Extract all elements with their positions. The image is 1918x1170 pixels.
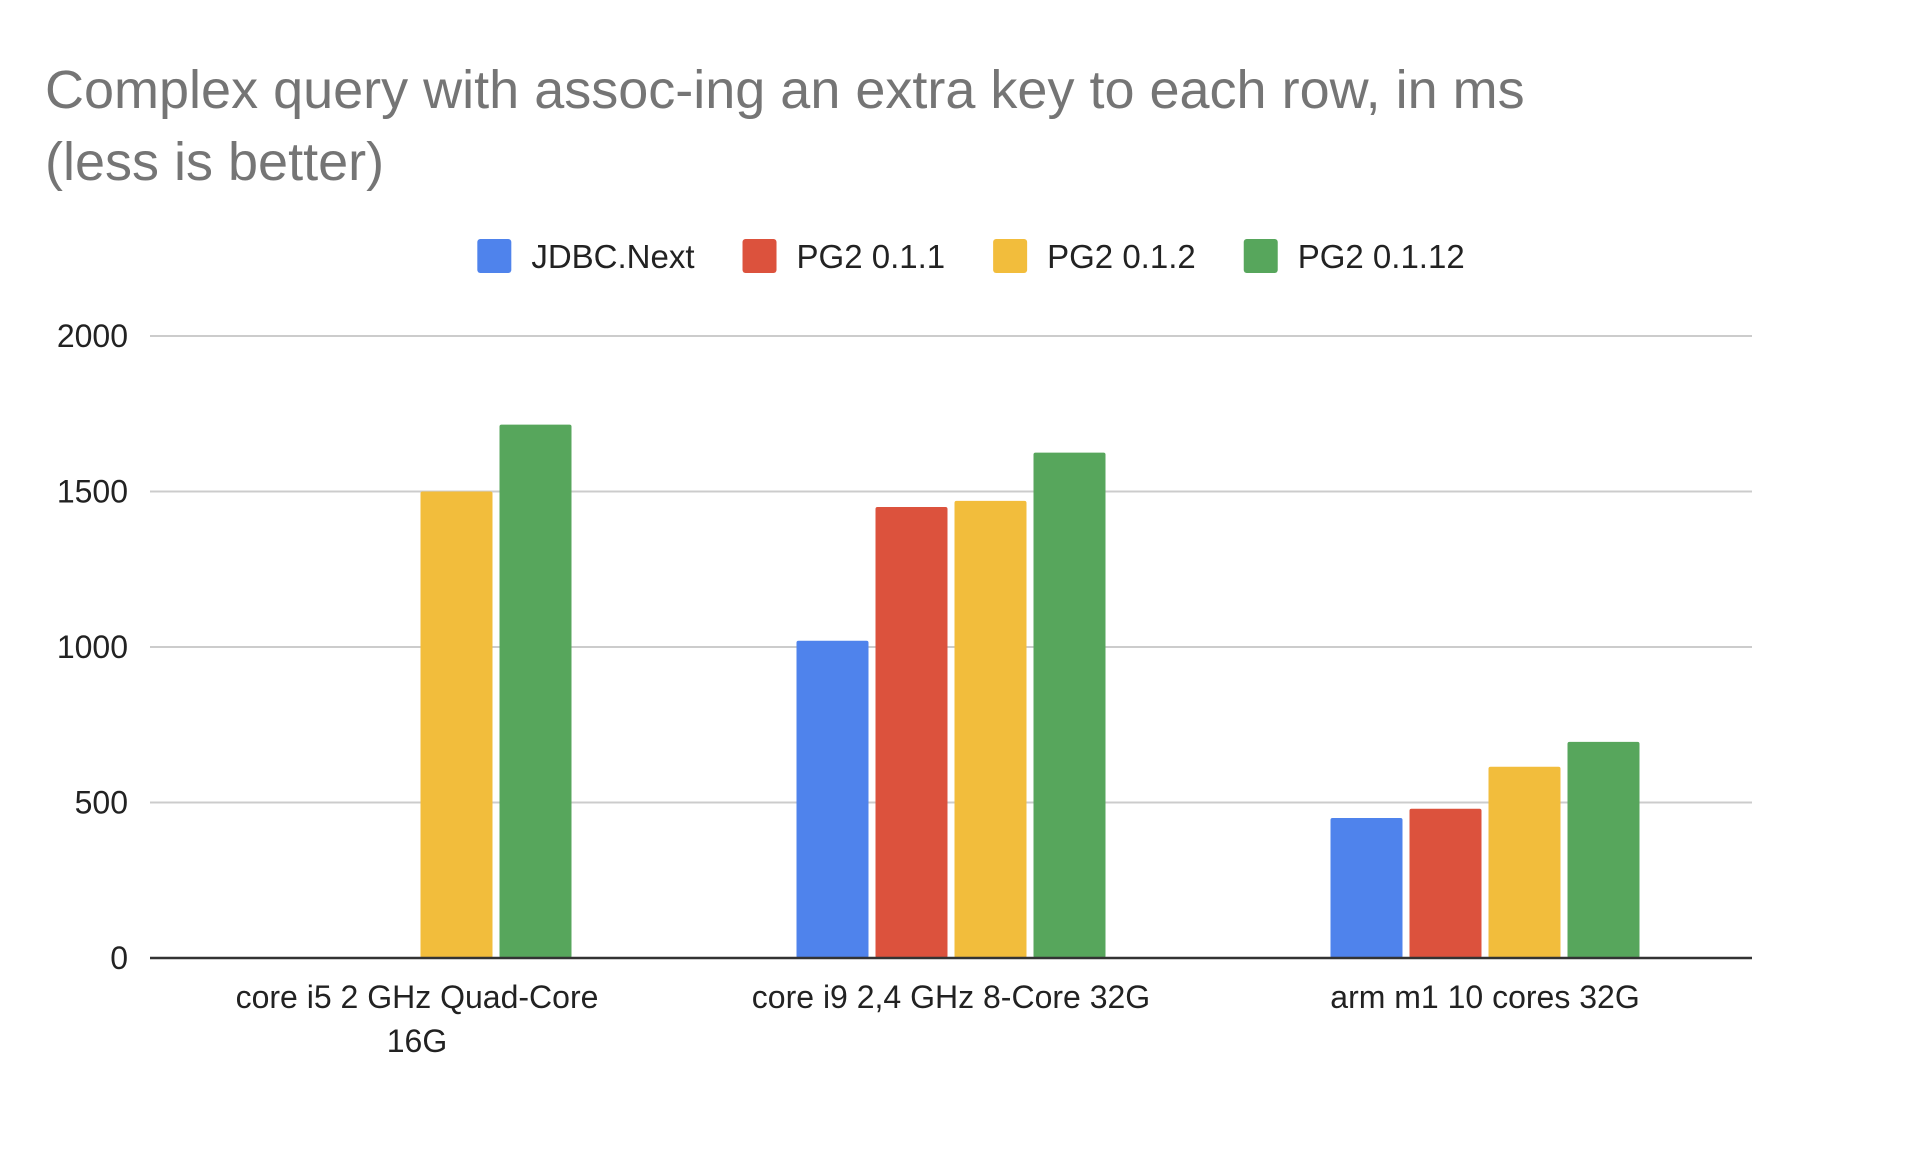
y-tick-label: 2000	[57, 318, 128, 354]
legend-label: PG2 0.1.1	[797, 238, 946, 275]
legend-swatch	[1243, 239, 1278, 273]
legend-label: JDBC.Next	[531, 238, 694, 275]
y-tick-label: 1000	[57, 629, 128, 665]
x-axis: core i5 2 GHz Quad-Core 16G core i9 2,4 GH…	[150, 956, 1752, 1059]
legend-label: PG2 0.1.2	[1047, 238, 1196, 275]
chart-title-line-2: (less is better)	[45, 132, 384, 192]
bar-pg2-0-1-2-cat-2	[1488, 766, 1561, 958]
bar-pg2-0-1-1-cat-1	[875, 507, 948, 958]
bar-jdbc-next-cat-2	[1330, 818, 1403, 958]
y-axis: 0 500 1000 1500 2000	[57, 318, 128, 976]
legend-item-jdbc-next: JDBC.Next	[477, 238, 695, 275]
legend: JDBC.Next PG2 0.1.1 PG2 0.1.2 PG2 0.1.12	[477, 238, 1465, 275]
bar-pg2-0-1-2-cat-1	[954, 500, 1027, 958]
legend-item-pg2-0-1-2: PG2 0.1.2	[993, 238, 1196, 275]
legend-swatch	[477, 239, 512, 273]
bar-pg2-0-1-12-cat-2	[1567, 741, 1640, 958]
legend-item-pg2-0-1-1: PG2 0.1.1	[742, 238, 946, 275]
legend-swatch	[742, 239, 777, 273]
bar-pg2-0-1-12-cat-1	[1033, 452, 1106, 958]
y-tick-label: 0	[110, 940, 128, 976]
legend-swatch	[993, 239, 1028, 273]
bar-jdbc-next-cat-1	[796, 640, 869, 958]
chart-title-line-1: Complex query with assoc-ing an extra ke…	[45, 60, 1525, 120]
legend-item-pg2-0-1-12: PG2 0.1.12	[1243, 238, 1465, 275]
bar-pg2-0-1-2-cat-0	[420, 491, 493, 958]
gridlines	[150, 335, 1752, 804]
x-category-label: 16G	[387, 1023, 447, 1059]
y-tick-label: 500	[75, 785, 128, 821]
bar-pg2-0-1-1-cat-2	[1409, 808, 1482, 958]
bar-pg2-0-1-12-cat-0	[499, 424, 572, 958]
x-category-label: core i5 2 GHz Quad-Core	[236, 979, 599, 1015]
legend-label: PG2 0.1.12	[1298, 238, 1465, 275]
x-category-label: arm m1 10 cores 32G	[1330, 979, 1639, 1015]
bars	[420, 424, 1640, 958]
y-tick-label: 1500	[57, 474, 128, 510]
x-category-label: core i9 2,4 GHz 8-Core 32G	[752, 979, 1150, 1015]
chart-title: Complex query with assoc-ing an extra ke…	[45, 60, 1525, 192]
